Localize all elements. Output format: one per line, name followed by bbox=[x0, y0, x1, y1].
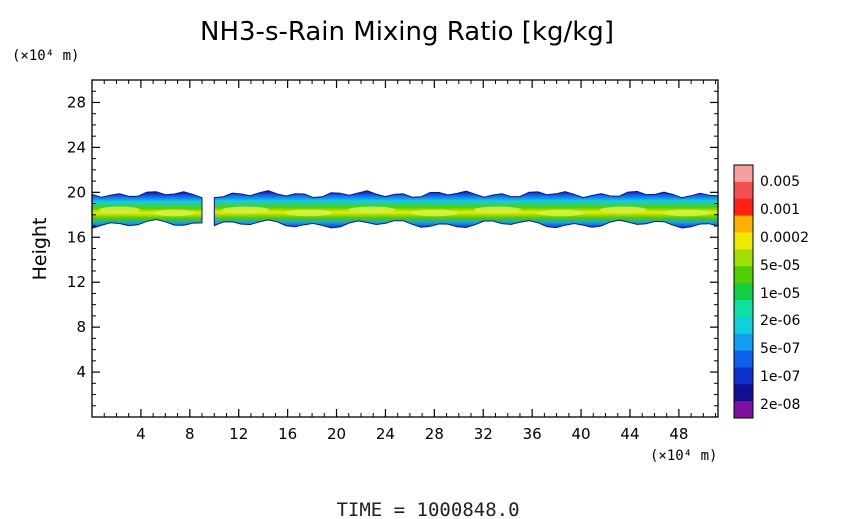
colorbar-label: 1e-05 bbox=[760, 286, 800, 302]
cloud-core bbox=[536, 209, 585, 217]
y-tick-label: 24 bbox=[67, 138, 86, 156]
colorbar-label: 0.001 bbox=[760, 202, 800, 218]
x-tick-label: 4 bbox=[136, 425, 146, 443]
cloud-band-segment bbox=[91, 191, 203, 229]
colorbar-swatch bbox=[734, 316, 753, 335]
cloud-core bbox=[98, 206, 141, 214]
x-tick-label: 16 bbox=[278, 425, 297, 443]
chart-title: NH3-s-Rain Mixing Ratio [kg/kg] bbox=[200, 17, 614, 47]
y-tick-label: 20 bbox=[67, 183, 86, 201]
colorbar-label: 1e-07 bbox=[760, 369, 800, 385]
cloud-core bbox=[153, 209, 196, 217]
cloud-core bbox=[284, 209, 333, 217]
colorbar-swatch bbox=[734, 232, 753, 250]
colorbar-label: 5e-05 bbox=[760, 258, 800, 274]
colorbar-swatch bbox=[734, 401, 753, 419]
colorbar-swatch bbox=[734, 198, 753, 217]
y-tick-label: 12 bbox=[67, 273, 86, 291]
colorbar-swatch bbox=[734, 215, 753, 233]
colorbar-label: 0.0002 bbox=[760, 230, 809, 246]
colorbar-swatch bbox=[734, 249, 753, 267]
x-tick-label: 28 bbox=[425, 425, 444, 443]
cloud-band-layer bbox=[91, 190, 719, 229]
x-tick-label: 40 bbox=[572, 425, 591, 443]
colorbar-swatch bbox=[734, 299, 753, 318]
colorbar-swatch bbox=[734, 266, 753, 284]
colorbar: 0.005 0.001 0.0002 5e-05 1e-05 2e-06 5e-07 1e-0… bbox=[733, 164, 809, 419]
x-tick-label: 8 bbox=[185, 425, 195, 443]
colorbar-label: 2e-08 bbox=[760, 397, 800, 413]
y-axis-label: Height bbox=[29, 218, 51, 281]
y-tick-label: 8 bbox=[76, 318, 86, 336]
cloud-core bbox=[221, 206, 270, 214]
colorbar-label: 0.005 bbox=[760, 174, 800, 190]
x-tick-label: 12 bbox=[229, 425, 248, 443]
x-tick-label: 32 bbox=[474, 425, 493, 443]
colorbar-swatch bbox=[734, 350, 753, 368]
colorbar-swatch bbox=[734, 283, 753, 301]
y-tick-label: 16 bbox=[67, 228, 86, 246]
cloud-core bbox=[347, 206, 396, 214]
x-tick-label: 20 bbox=[327, 425, 346, 443]
y-ticks: 4 8 12 16 20 24 28 bbox=[67, 93, 718, 381]
time-footer: TIME = 1000848.0 bbox=[336, 499, 519, 519]
colorbar-label: 2e-06 bbox=[760, 313, 800, 329]
x-tick-label: 48 bbox=[669, 425, 688, 443]
colorbar-swatch bbox=[734, 333, 753, 352]
x-tick-label: 36 bbox=[523, 425, 542, 443]
colorbar-swatch bbox=[734, 181, 753, 200]
colorbar-swatch bbox=[734, 367, 753, 385]
colorbar-label: 5e-07 bbox=[760, 341, 800, 357]
x-ticks: 4 8 12 16 20 24 28 32 36 40 44 48 bbox=[136, 80, 688, 443]
colorbar-swatch bbox=[734, 165, 753, 183]
y-tick-label: 4 bbox=[76, 363, 86, 381]
y-tick-label: 28 bbox=[67, 93, 86, 111]
x-tick-label: 24 bbox=[376, 425, 395, 443]
cloud-core bbox=[473, 206, 522, 214]
x-tick-label: 44 bbox=[620, 425, 639, 443]
minor-ticks bbox=[92, 80, 718, 417]
cloud-core bbox=[599, 206, 648, 214]
y-axis-unit: (×10⁴ m) bbox=[12, 48, 79, 64]
plot-frame bbox=[91, 79, 719, 418]
colorbar-frame bbox=[733, 164, 754, 419]
cloud-core bbox=[662, 209, 711, 217]
colorbar-swatch bbox=[734, 384, 753, 402]
x-axis-unit: (×10⁴ m) bbox=[650, 448, 717, 464]
cloud-core bbox=[410, 209, 459, 217]
